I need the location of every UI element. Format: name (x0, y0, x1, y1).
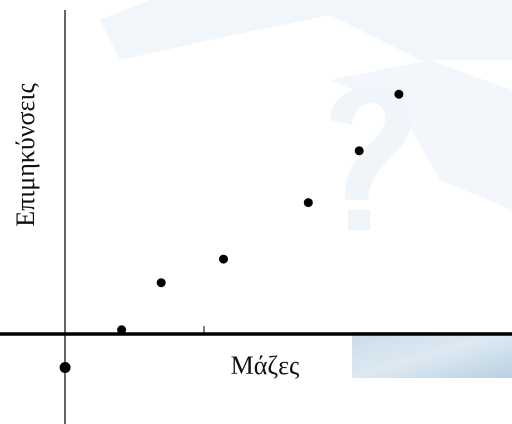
data-point (156, 278, 166, 288)
y-axis-label: Επιμηκύνσεις (11, 83, 40, 227)
data-point (219, 254, 228, 264)
data-point (303, 198, 313, 208)
data-point (354, 146, 364, 156)
background-photo-strip (352, 332, 512, 378)
background-watermark (100, 0, 512, 230)
data-point (394, 89, 404, 99)
data-point (59, 362, 71, 373)
data-points (59, 89, 404, 373)
x-axis-label: Μάζες (231, 351, 300, 380)
data-point (117, 325, 127, 335)
